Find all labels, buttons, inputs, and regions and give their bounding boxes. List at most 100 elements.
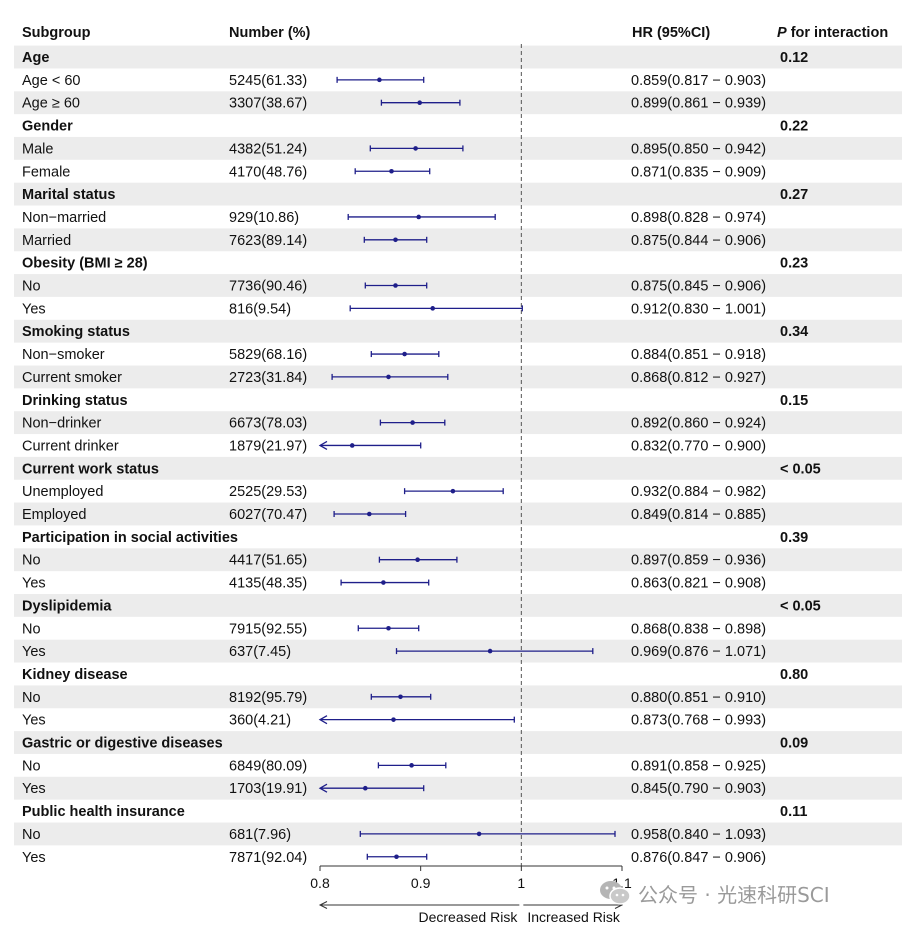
- decreased-risk-arrowhead: [318, 901, 328, 909]
- number-percent: 637(7.45): [229, 644, 291, 660]
- subgroup-label: No: [22, 553, 41, 569]
- hr-ci-text: 0.895(0.850 − 0.942): [631, 141, 766, 157]
- column-headers: Subgroup Number (%) HR (95%CI) P for int…: [22, 25, 888, 41]
- subgroup-label: Yes: [22, 713, 46, 729]
- ci-arrow-left: [318, 440, 328, 451]
- hr-ci-text: 0.884(0.851 − 0.918): [631, 347, 766, 363]
- row-shade: [14, 593, 902, 617]
- hr-point: [413, 146, 418, 151]
- hr-ci-text: 0.898(0.828 − 0.974): [631, 210, 766, 226]
- hr-point: [363, 785, 368, 791]
- number-percent: 6849(80.09): [229, 758, 307, 774]
- subgroup-label: Female: [22, 164, 70, 180]
- x-tick-label: 0.9: [411, 875, 431, 891]
- number-percent: 4135(48.35): [229, 576, 307, 592]
- hr-ci-text: 0.868(0.812 − 0.927): [631, 370, 766, 386]
- hr-point: [409, 763, 414, 768]
- p-interaction-value: 0.39: [780, 530, 808, 546]
- p-interaction-value: 0.15: [780, 393, 808, 409]
- p-interaction-value: 0.80: [780, 667, 808, 683]
- number-percent: 2723(31.84): [229, 370, 307, 386]
- hr-ci-text: 0.892(0.860 − 0.924): [631, 416, 766, 432]
- hr-point: [386, 374, 391, 380]
- p-interaction-value: 0.11: [780, 804, 807, 820]
- subgroup-label: Yes: [22, 301, 46, 317]
- row-shade: [14, 319, 902, 343]
- p-interaction-value: 0.22: [780, 119, 808, 135]
- header-number: Number (%): [229, 25, 311, 41]
- p-interaction-value: 0.34: [780, 324, 808, 340]
- number-percent: 5245(61.33): [229, 73, 307, 89]
- group-label: Smoking status: [22, 324, 130, 340]
- hr-point: [398, 694, 403, 700]
- subgroup-label: Non−married: [22, 210, 106, 226]
- hr-ci-text: 0.871(0.835 − 0.909): [631, 164, 766, 180]
- x-tick-label: 0.8: [310, 875, 330, 891]
- header-p-interaction: P for interaction: [777, 25, 888, 41]
- row-shade: [14, 45, 902, 69]
- row-shade: [14, 456, 902, 480]
- number-percent: 4170(48.76): [229, 164, 307, 180]
- hr-ci-text: 0.880(0.851 − 0.910): [631, 690, 766, 706]
- group-label: Age: [22, 50, 49, 66]
- row-shade: [14, 182, 902, 206]
- hr-point: [381, 580, 386, 585]
- subgroup-label: Non−smoker: [22, 347, 105, 363]
- hr-point: [417, 100, 423, 105]
- subgroup-label: Current smoker: [22, 370, 122, 386]
- p-interaction-value: 0.27: [780, 187, 808, 203]
- group-label: Gender: [22, 119, 73, 135]
- p-interaction-value: 0.23: [780, 256, 808, 272]
- hr-ci-text: 0.868(0.838 − 0.898): [631, 621, 766, 637]
- subgroup-label: Current drinker: [22, 438, 119, 454]
- watermark-text: 公众号 · 光速科研SCI: [638, 882, 830, 907]
- row-shade: [14, 365, 902, 389]
- number-percent: 4382(51.24): [229, 141, 307, 157]
- row-shade: [14, 411, 902, 435]
- hr-point: [367, 511, 372, 517]
- p-interaction-value: < 0.05: [780, 461, 821, 477]
- subgroup-label: Married: [22, 233, 71, 249]
- row-shade: [14, 731, 902, 754]
- number-percent: 3307(38.67): [229, 96, 307, 112]
- number-percent: 8192(95.79): [229, 690, 307, 706]
- hr-point: [349, 443, 355, 448]
- subgroup-label: Non−drinker: [22, 416, 102, 432]
- header-p-letter: P: [777, 25, 787, 41]
- number-percent: 7623(89.14): [229, 233, 307, 249]
- ci-arrow-left: [318, 783, 328, 793]
- hr-ci-text: 0.875(0.845 − 0.906): [631, 279, 766, 295]
- subgroup-label: Unemployed: [22, 484, 103, 500]
- p-interaction-value: 0.09: [780, 736, 808, 752]
- hr-ci-text: 0.876(0.847 − 0.906): [631, 850, 766, 866]
- subgroup-label: Age ≥ 60: [22, 96, 80, 112]
- number-percent: 7915(92.55): [229, 621, 307, 637]
- number-percent: 816(9.54): [229, 301, 291, 317]
- hr-point: [450, 488, 456, 494]
- number-percent: 6027(70.47): [229, 507, 307, 523]
- subgroup-label: No: [22, 690, 41, 706]
- header-p-rest: for interaction: [787, 25, 889, 41]
- subgroup-label: Age < 60: [22, 73, 80, 89]
- wechat-icon: [600, 881, 631, 905]
- row-shade: [14, 274, 902, 297]
- hr-ci-text: 0.832(0.770 − 0.900): [631, 438, 766, 454]
- group-label: Drinking status: [22, 393, 128, 409]
- group-label: Current work status: [22, 461, 159, 477]
- hr-ci-text: 0.845(0.790 − 0.903): [631, 781, 766, 797]
- x-tick-label: 1: [517, 875, 525, 891]
- hr-point: [410, 420, 415, 425]
- group-label: Participation in social activities: [22, 530, 238, 546]
- header-hr: HR (95%CI): [632, 25, 710, 41]
- subgroup-label: Yes: [22, 781, 46, 797]
- hr-ci-text: 0.875(0.844 − 0.906): [631, 233, 766, 249]
- hr-point: [391, 717, 396, 722]
- row-shade: [14, 548, 902, 572]
- row-shade: [14, 502, 902, 526]
- hr-point: [476, 831, 482, 837]
- hr-ci-text: 0.969(0.876 − 1.071): [631, 644, 766, 660]
- hr-point: [393, 283, 398, 288]
- number-percent: 2525(29.53): [229, 484, 307, 500]
- group-label: Kidney disease: [22, 667, 128, 683]
